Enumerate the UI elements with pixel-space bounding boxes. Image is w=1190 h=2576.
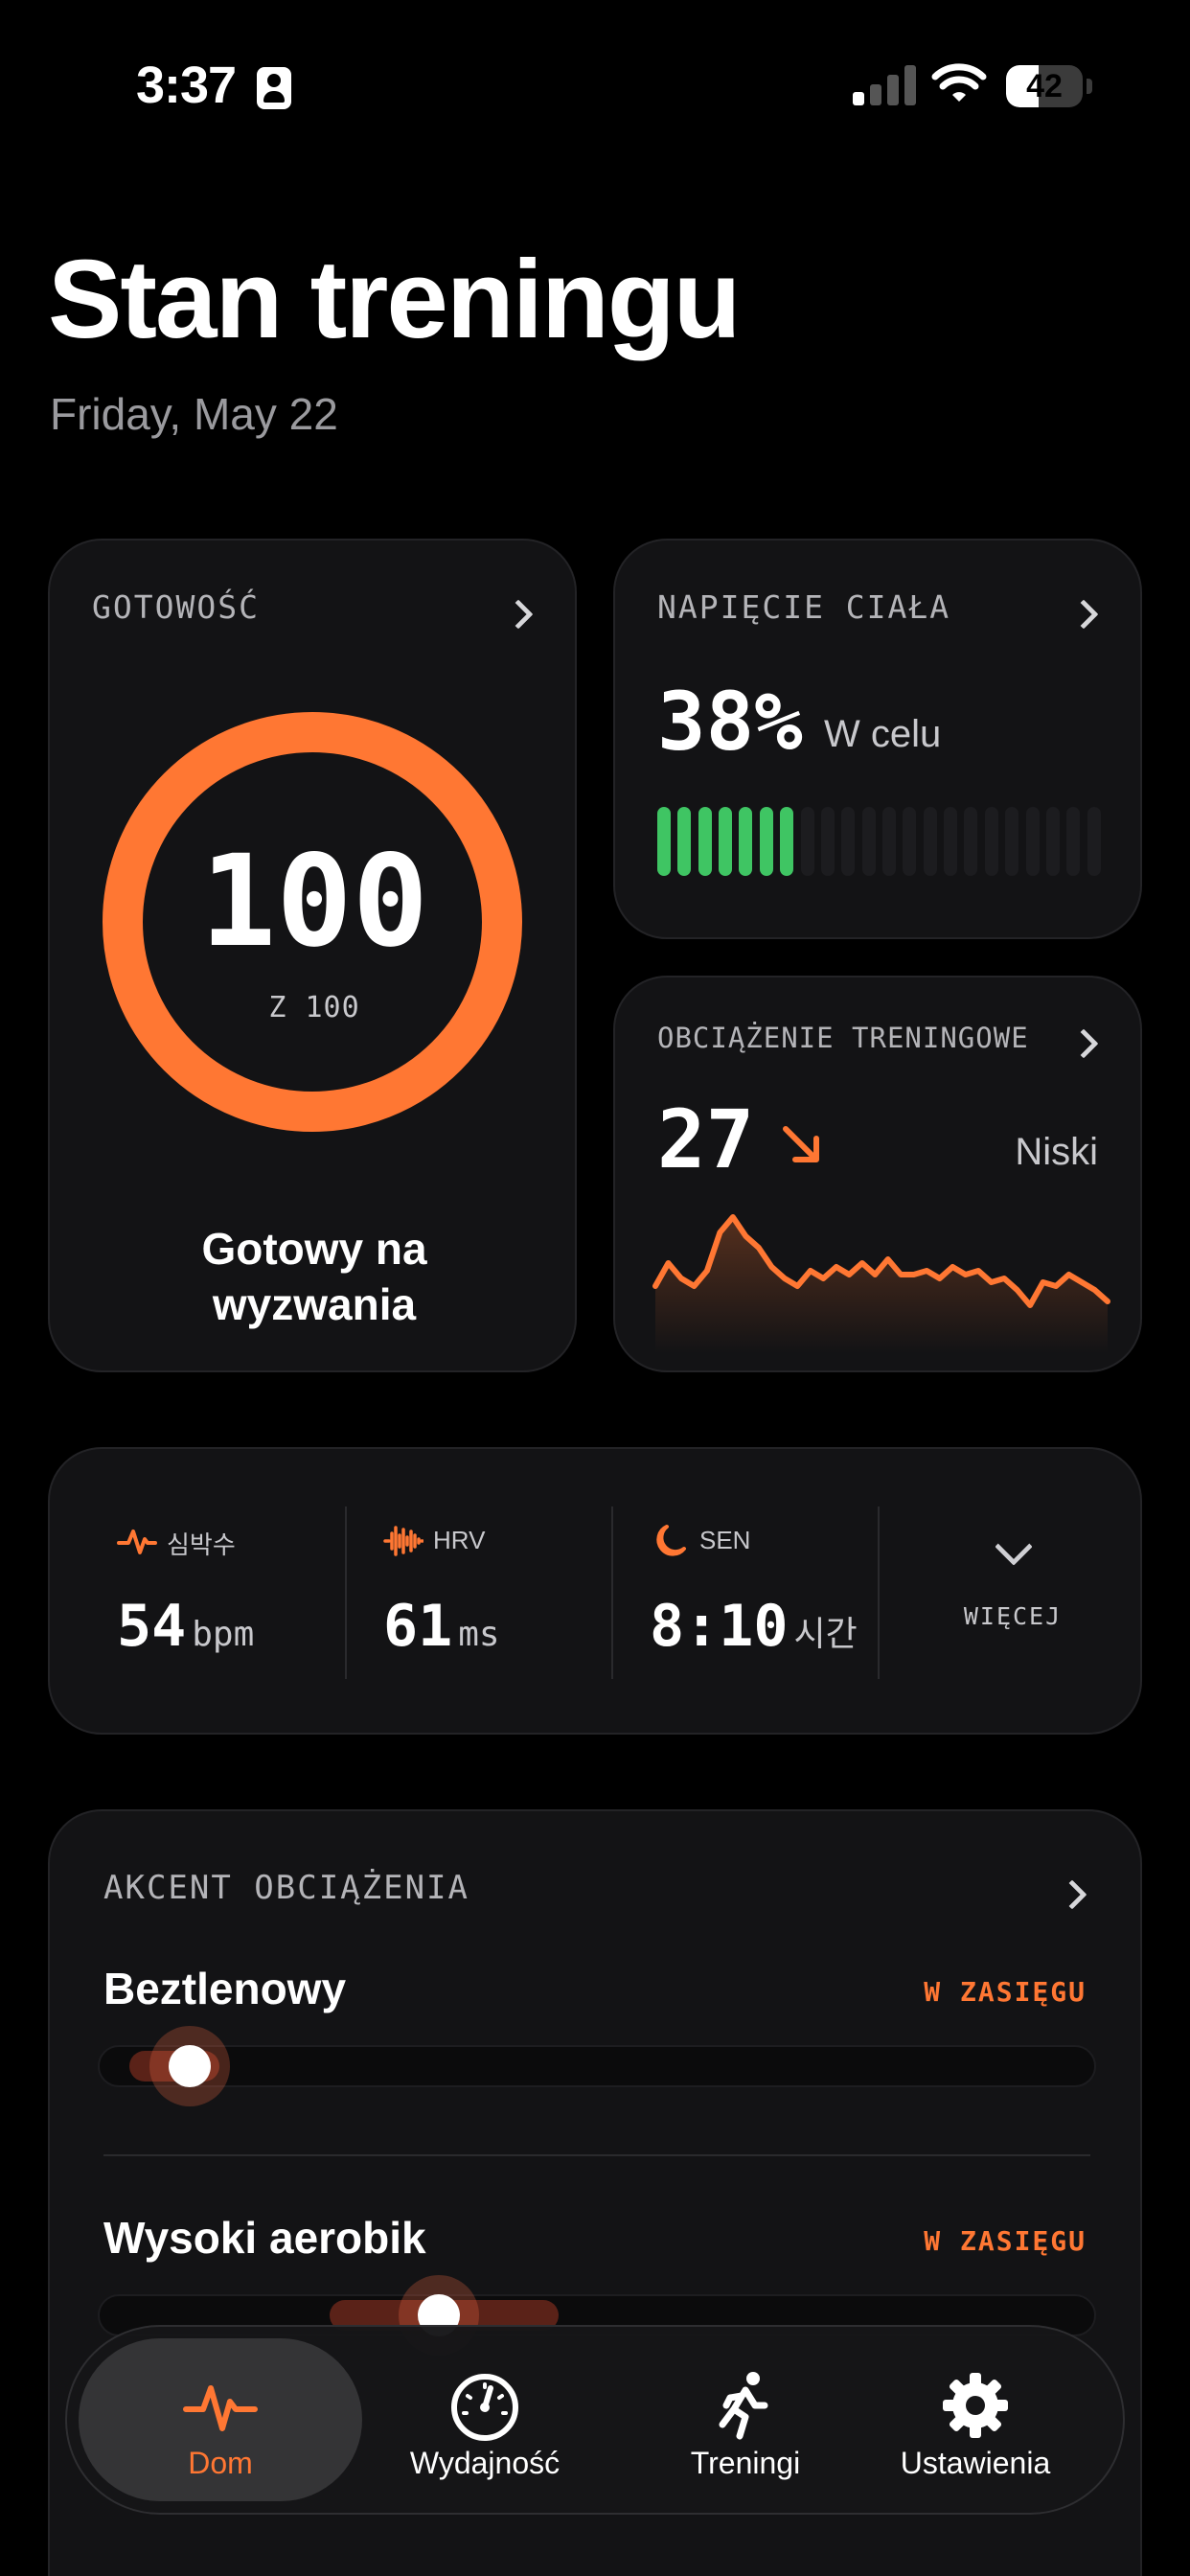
- strain-segment: [944, 807, 958, 876]
- training-load-area: [655, 1217, 1108, 1353]
- metric-heart-rate[interactable]: 심박수 54 bpm: [98, 1449, 385, 1736]
- body-strain-percent: 38%: [657, 675, 803, 769]
- status-time: 3:37: [136, 57, 237, 114]
- page-date: Friday, May 22: [50, 389, 338, 439]
- metric-label: HRV: [433, 1526, 486, 1554]
- strain-segment: [861, 807, 876, 876]
- moon-icon: [656, 1525, 686, 1556]
- strain-segment: [984, 807, 998, 876]
- tab-performance[interactable]: Wydajność: [343, 2338, 627, 2501]
- cellular-signal-icon: [853, 65, 916, 105]
- runner-icon: [719, 2372, 768, 2440]
- strain-segment: [841, 807, 856, 876]
- strain-segment: [1087, 807, 1101, 876]
- arrow-down-right-icon: [783, 1126, 819, 1162]
- training-load-line: [652, 1214, 1110, 1308]
- slider-knob[interactable]: [168, 2045, 211, 2087]
- battery-level: 42: [1026, 68, 1063, 104]
- chevron-right-icon: [1068, 599, 1099, 630]
- metric-value: 8:10 시간: [650, 1593, 858, 1660]
- tab-label: Dom: [188, 2446, 253, 2480]
- tab-workouts[interactable]: Treningi: [604, 2338, 887, 2501]
- chevron-right-icon: [1068, 1028, 1099, 1059]
- focus-row-status: W ZASIĘGU: [924, 2225, 1087, 2257]
- tab-label: Wydajność: [409, 2446, 561, 2480]
- gauge-icon: [451, 2374, 518, 2441]
- person-badge-icon: [257, 67, 291, 109]
- page-title: Stan treningu: [48, 237, 742, 361]
- strain-segment: [820, 807, 835, 876]
- heartbeat-icon: [183, 2385, 258, 2431]
- body-strain-label: NAPIĘCIE CIAŁA: [657, 588, 951, 626]
- chevron-right-icon: [1057, 1879, 1087, 1910]
- strain-segment: [1066, 807, 1081, 876]
- waveform-icon: [383, 1526, 423, 1556]
- body-strain-card[interactable]: NAPIĘCIE CIAŁA 38% W celu: [613, 539, 1142, 939]
- readiness-score-of: Z 100: [268, 991, 360, 1024]
- strain-segment: [964, 807, 978, 876]
- training-load-card[interactable]: OBCIĄŻENIE TRENINGOWE 27 Niski: [613, 976, 1142, 1372]
- strain-segment: [780, 807, 794, 876]
- strain-segment: [698, 807, 712, 876]
- metric-value: 54 bpm: [117, 1593, 255, 1660]
- load-focus-label: AKCENT OBCIĄŻENIA: [103, 1869, 469, 1907]
- strain-segment: [1005, 807, 1019, 876]
- metrics-card: 심박수 54 bpm HRV 61 ms SEN 8:10 시간 WIĘCEJ: [48, 1447, 1142, 1735]
- strain-segment: [677, 807, 692, 876]
- focus-slider-anaerobic[interactable]: [98, 2026, 1096, 2106]
- metric-hrv[interactable]: HRV 61 ms: [364, 1449, 652, 1736]
- tab-label: Ustawienia: [900, 2446, 1051, 2480]
- metric-value: 61 ms: [383, 1593, 500, 1660]
- focus-row-title: Beztlenowy: [103, 1964, 347, 2013]
- tab-settings[interactable]: Ustawienia: [834, 2338, 1117, 2501]
- chevron-right-icon: [503, 599, 534, 630]
- tab-bar: Dom Wydajność Treningi Ustawienia: [65, 2325, 1125, 2515]
- gear-icon: [943, 2373, 1008, 2438]
- metric-sleep[interactable]: SEN 8:10 시간: [630, 1449, 918, 1736]
- training-load-value: 27: [657, 1092, 755, 1186]
- more-button[interactable]: WIĘCEJ: [927, 1516, 1099, 1669]
- strain-segment: [1045, 807, 1060, 876]
- more-label: WIĘCEJ: [963, 1602, 1063, 1630]
- strain-segment: [923, 807, 937, 876]
- strain-segment: [759, 807, 773, 876]
- metric-label: SEN: [699, 1526, 751, 1554]
- readiness-ring: [103, 712, 522, 1132]
- divider: [103, 2154, 1090, 2156]
- strain-segment: [1025, 807, 1040, 876]
- strain-segment: [719, 807, 733, 876]
- strain-segment: [657, 807, 671, 876]
- body-strain-note: W celu: [824, 713, 942, 755]
- strain-segment: [739, 807, 753, 876]
- strain-segment: [800, 807, 814, 876]
- status-bar: 3:37 42: [0, 0, 1190, 172]
- battery-icon: 42: [1006, 65, 1083, 107]
- heartbeat-icon: [117, 1530, 157, 1554]
- training-load-level: Niski: [1015, 1131, 1098, 1173]
- readiness-card[interactable]: GOTOWOŚĆ 100 Z 100 Gotowy na wyzwania: [48, 539, 577, 1372]
- body-strain-bars: [657, 807, 1108, 876]
- tab-label: Treningi: [690, 2446, 801, 2480]
- focus-row-status: W ZASIĘGU: [924, 1976, 1087, 2008]
- readiness-status: Gotowy na wyzwania: [201, 1224, 427, 1329]
- strain-segment: [903, 807, 917, 876]
- training-load-chart: [652, 1214, 1110, 1353]
- chevron-down-icon: [995, 1528, 1033, 1566]
- training-load-label: OBCIĄŻENIE TRENINGOWE: [657, 1022, 1029, 1054]
- metric-label: 심박수: [167, 1530, 236, 1559]
- tab-home[interactable]: Dom: [79, 2338, 362, 2501]
- readiness-score: 100: [199, 828, 429, 976]
- wifi-icon: [931, 63, 987, 102]
- focus-row-title: Wysoki aerobik: [103, 2213, 426, 2263]
- readiness-label: GOTOWOŚĆ: [92, 588, 260, 626]
- strain-segment: [882, 807, 896, 876]
